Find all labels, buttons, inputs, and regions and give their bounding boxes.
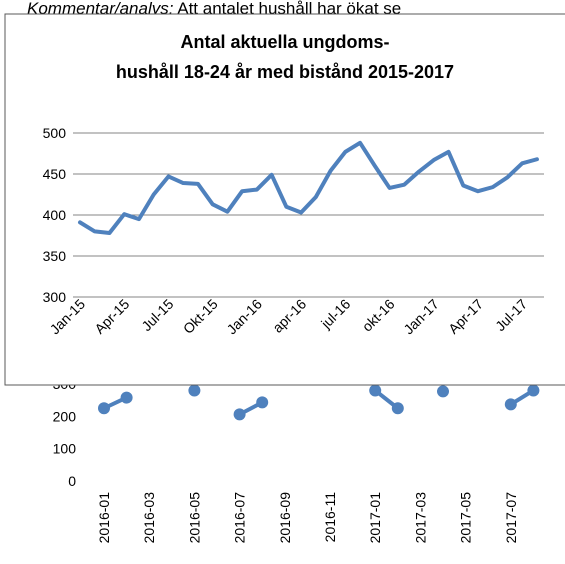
y-tick-label: 0 — [68, 473, 76, 489]
x-tick-label: 2017-07 — [503, 492, 519, 544]
chart-title-line: hushåll 18-24 år med bistånd 2015-2017 — [116, 62, 454, 82]
data-line — [78, 140, 539, 236]
y-tick-label: 400 — [43, 207, 67, 223]
x-tick-label: 2016-09 — [277, 492, 293, 544]
y-tick-label: 450 — [43, 166, 67, 182]
data-point — [391, 402, 404, 415]
x-tick-label: 2016-11 — [322, 492, 338, 543]
chart-title-line: Antal aktuella ungdoms- — [180, 32, 389, 52]
x-tick-label: 2016-05 — [186, 492, 202, 544]
y-tick-label: 100 — [53, 441, 77, 457]
y-tick-label: 300 — [43, 289, 67, 305]
x-tick-label: 2017-05 — [458, 492, 474, 544]
data-point — [527, 384, 540, 397]
data-point — [98, 402, 110, 415]
data-point — [188, 384, 201, 397]
x-tick-label: 2016-07 — [232, 492, 248, 544]
x-tick-label: 2017-01 — [367, 492, 383, 544]
x-tick-label: 2016-03 — [141, 492, 157, 544]
x-tick-label: 2016-01 — [96, 492, 112, 544]
data-point — [504, 398, 517, 411]
y-tick-label: 200 — [53, 408, 77, 424]
data-point — [437, 385, 449, 398]
data-line — [102, 388, 536, 417]
data-point — [369, 384, 382, 397]
data-point — [256, 396, 269, 409]
y-tick-label: 500 — [43, 125, 67, 141]
back-chart: 01002003002016-012016-032016-052016-0720… — [53, 376, 540, 543]
x-tick-label: 2017-03 — [412, 492, 428, 544]
data-point — [233, 408, 246, 421]
data-point — [120, 391, 133, 404]
y-tick-label: 350 — [43, 248, 67, 264]
